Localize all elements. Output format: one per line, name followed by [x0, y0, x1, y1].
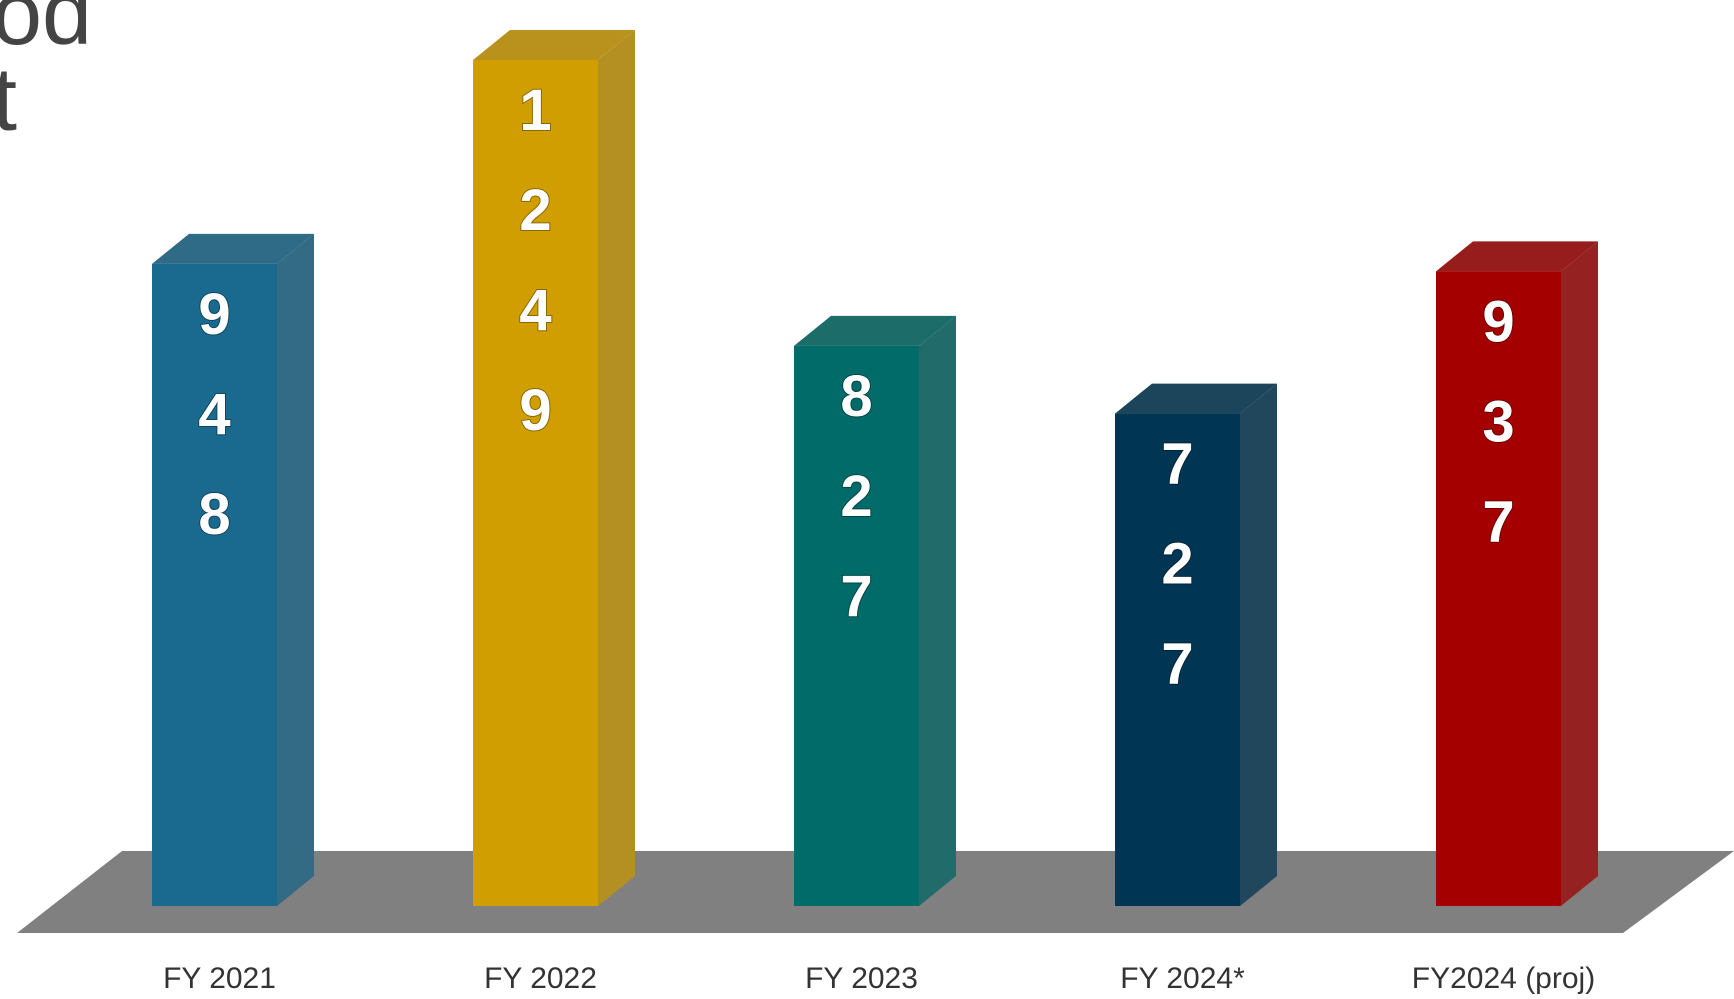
bar-front: [473, 60, 598, 906]
bar-top: [473, 30, 635, 60]
x-tick-label: FY 2022: [484, 962, 597, 995]
x-tick-label: FY2024 (proj): [1412, 962, 1595, 995]
bar-side: [277, 233, 314, 907]
bar-side: [919, 315, 956, 906]
x-tick-label: FY 2021: [163, 962, 276, 995]
bar: [1436, 241, 1598, 906]
bar-front: [152, 263, 277, 907]
bar-front: [794, 345, 919, 906]
bar-front: [1115, 413, 1240, 906]
bar: [1115, 383, 1277, 906]
bar-top: [152, 233, 314, 264]
bar: [794, 315, 956, 906]
bar: [152, 233, 314, 907]
x-tick-label: FY 2023: [805, 962, 918, 995]
bar: [473, 30, 635, 906]
x-tick-label: FY 2024*: [1120, 962, 1245, 995]
title-fragment: od: [0, 0, 92, 64]
bar-side: [598, 30, 635, 906]
bar-top: [1115, 383, 1277, 414]
bar-side: [1240, 383, 1277, 906]
bar-top: [794, 315, 956, 346]
title-fragment: t: [0, 50, 17, 150]
bar-side: [1561, 241, 1598, 906]
bar-front: [1436, 271, 1561, 906]
bar-top: [1436, 241, 1598, 272]
